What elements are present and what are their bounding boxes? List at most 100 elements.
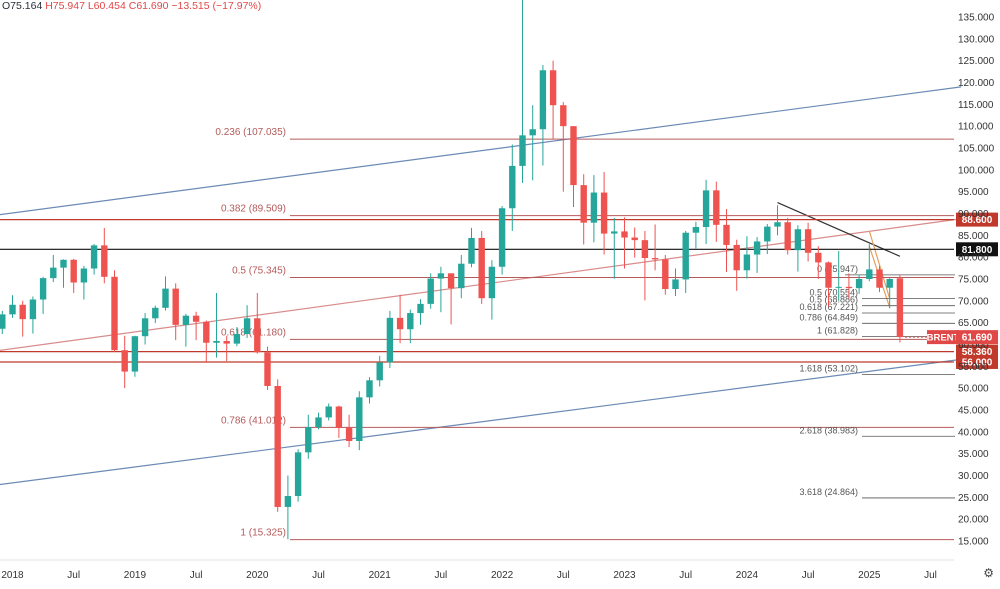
x-tick-label: Jul [67,570,80,581]
ohlc-close: C61.690 [128,0,169,12]
candle-body [60,259,67,268]
candle-body [152,307,159,319]
candle-body [662,259,669,290]
y-tick-label: 55.000 [958,362,989,373]
candle-body [427,278,434,304]
x-tick-label: Jul [435,570,448,581]
candle-body [784,222,791,251]
candle-body [682,232,689,280]
y-tick-label: 120.000 [958,78,995,89]
x-tick-label: 2020 [246,570,269,581]
candle-body [356,397,363,442]
y-tick-label: 115.000 [958,100,994,111]
candle-body [19,304,26,320]
hline-tag [956,242,998,257]
x-tick-label: Jul [190,570,203,581]
candle-body [886,278,893,288]
trendline-short-downtrend [777,202,901,257]
candle-body [437,273,445,279]
candle-body [131,336,139,372]
y-tick-label: 20.000 [958,515,989,526]
trendline-channel-lower [0,358,962,486]
candle-body [233,334,241,344]
x-tick-label: 2021 [369,570,392,581]
candle-body [39,278,47,300]
candle-body [305,427,312,453]
candle-body [478,237,485,299]
candle-body [192,315,200,322]
candle-body [162,288,169,308]
candle-body [835,286,842,288]
candle-body [9,304,16,315]
candle-body [692,227,700,233]
candle-body [774,222,781,227]
candle-body [386,317,394,363]
fib-minor-label: 0.786 (64.849) [799,312,858,322]
candle-body [896,278,904,338]
y-tick-label: 45.000 [958,405,989,416]
ohlc-change: −13.515 (−17.97%) [171,0,262,12]
candle-body [223,341,230,344]
fib-minor-label: 1 (61.828) [817,326,858,336]
candle-body [111,276,118,351]
candle-body [549,70,557,106]
candle-body [539,70,547,130]
fib-minor-label: 0 (75.947) [817,264,858,274]
ohlc-open: O75.164 [2,0,43,12]
candle-body [855,278,863,289]
candle-body [141,318,149,337]
hline-tag-label: 88.600 [962,215,993,226]
candle-body [284,496,292,507]
candle-body [621,231,628,238]
x-tick-label: Jul [312,570,325,581]
y-tick-label: 70.000 [958,296,989,307]
candle-body [764,226,771,242]
fib-label: 0.236 (107.035) [215,127,286,138]
candle-body [254,318,261,353]
candle-body [213,341,220,343]
y-tick-label: 30.000 [958,471,989,482]
x-tick-label: Jul [802,570,815,581]
ohlc-legend: O75.164 H75.947 L60.454 C61.690 −13.515 … [2,0,261,12]
fib-minor-label: 1.618 (53.102) [799,364,858,374]
y-tick-label: 75.000 [958,274,989,285]
candle-body [866,269,873,279]
x-tick-label: Jul [557,570,570,581]
candle-body [121,350,128,372]
candle-body [753,241,761,255]
candle-body [50,267,57,279]
candle-body [845,286,853,289]
fib-label: 0.618 (61.180) [221,327,286,338]
hline-tag-label: 58.360 [962,347,993,358]
candle-body [70,259,77,283]
candle-body [468,237,475,264]
y-tick-label: 80.000 [958,253,989,264]
candle-body [815,252,822,263]
gear-icon[interactable]: ⚙ [983,566,994,580]
candle-body [590,192,598,223]
last-price-tag-label: 61.690 [962,333,993,344]
candle-body [80,268,88,283]
candle-body [723,224,730,245]
candle-body [713,190,720,225]
candle-body [315,417,322,428]
candle-body [743,254,751,271]
y-tick-label: 15.000 [958,537,989,548]
hline-tag-label: 56.000 [962,357,993,368]
x-tick-label: 2025 [858,570,881,581]
candle-body [702,190,710,228]
y-tick-label: 65.000 [958,318,989,329]
price-tag-layer: BRENT 61.690 [905,330,998,345]
trendline-fib-leg-a [868,230,891,299]
candle-body [529,129,536,136]
candle-body [488,266,496,299]
candle-body [172,288,179,325]
candle-body [243,318,251,335]
x-tick-label: Jul [924,570,937,581]
ohlc-high: H75.947 [45,0,85,12]
candle-body [376,362,383,381]
candle-body [325,406,332,418]
